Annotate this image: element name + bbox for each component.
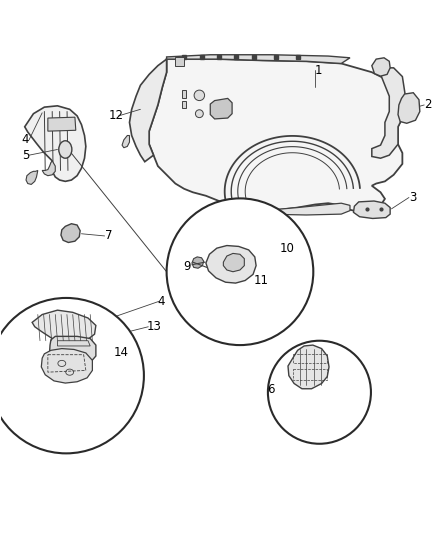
Polygon shape	[206, 246, 256, 283]
Text: 3: 3	[409, 191, 416, 204]
Text: 4: 4	[158, 295, 166, 308]
Text: 14: 14	[113, 346, 128, 359]
Text: 6: 6	[267, 383, 275, 396]
Polygon shape	[41, 349, 92, 383]
Text: 11: 11	[254, 274, 269, 287]
Polygon shape	[61, 224, 80, 243]
Polygon shape	[353, 201, 390, 219]
Polygon shape	[42, 161, 55, 176]
Text: 7: 7	[105, 229, 112, 243]
Polygon shape	[175, 57, 184, 66]
Text: 9: 9	[183, 260, 191, 273]
Polygon shape	[122, 135, 130, 148]
Polygon shape	[372, 58, 390, 76]
Circle shape	[195, 110, 203, 118]
Polygon shape	[32, 310, 96, 343]
Polygon shape	[182, 90, 186, 98]
Polygon shape	[182, 101, 186, 108]
Polygon shape	[166, 55, 350, 63]
Polygon shape	[130, 59, 166, 161]
Text: 10: 10	[280, 241, 295, 255]
Polygon shape	[25, 106, 86, 181]
Polygon shape	[192, 257, 204, 268]
Text: 5: 5	[21, 149, 29, 161]
Circle shape	[166, 198, 313, 345]
Polygon shape	[48, 117, 76, 131]
Circle shape	[194, 90, 205, 101]
Polygon shape	[288, 345, 329, 389]
Circle shape	[268, 341, 371, 444]
Text: 13: 13	[147, 320, 162, 333]
Text: 1: 1	[315, 63, 322, 77]
Text: 4: 4	[21, 133, 29, 147]
Polygon shape	[398, 93, 420, 123]
Circle shape	[0, 298, 144, 454]
Polygon shape	[223, 253, 244, 272]
Polygon shape	[372, 68, 407, 158]
Polygon shape	[49, 336, 96, 367]
Ellipse shape	[59, 141, 72, 158]
Text: 2: 2	[424, 99, 432, 111]
Polygon shape	[210, 99, 232, 119]
Text: 12: 12	[109, 109, 124, 123]
Polygon shape	[149, 59, 407, 212]
Polygon shape	[26, 171, 38, 184]
Polygon shape	[232, 203, 350, 215]
